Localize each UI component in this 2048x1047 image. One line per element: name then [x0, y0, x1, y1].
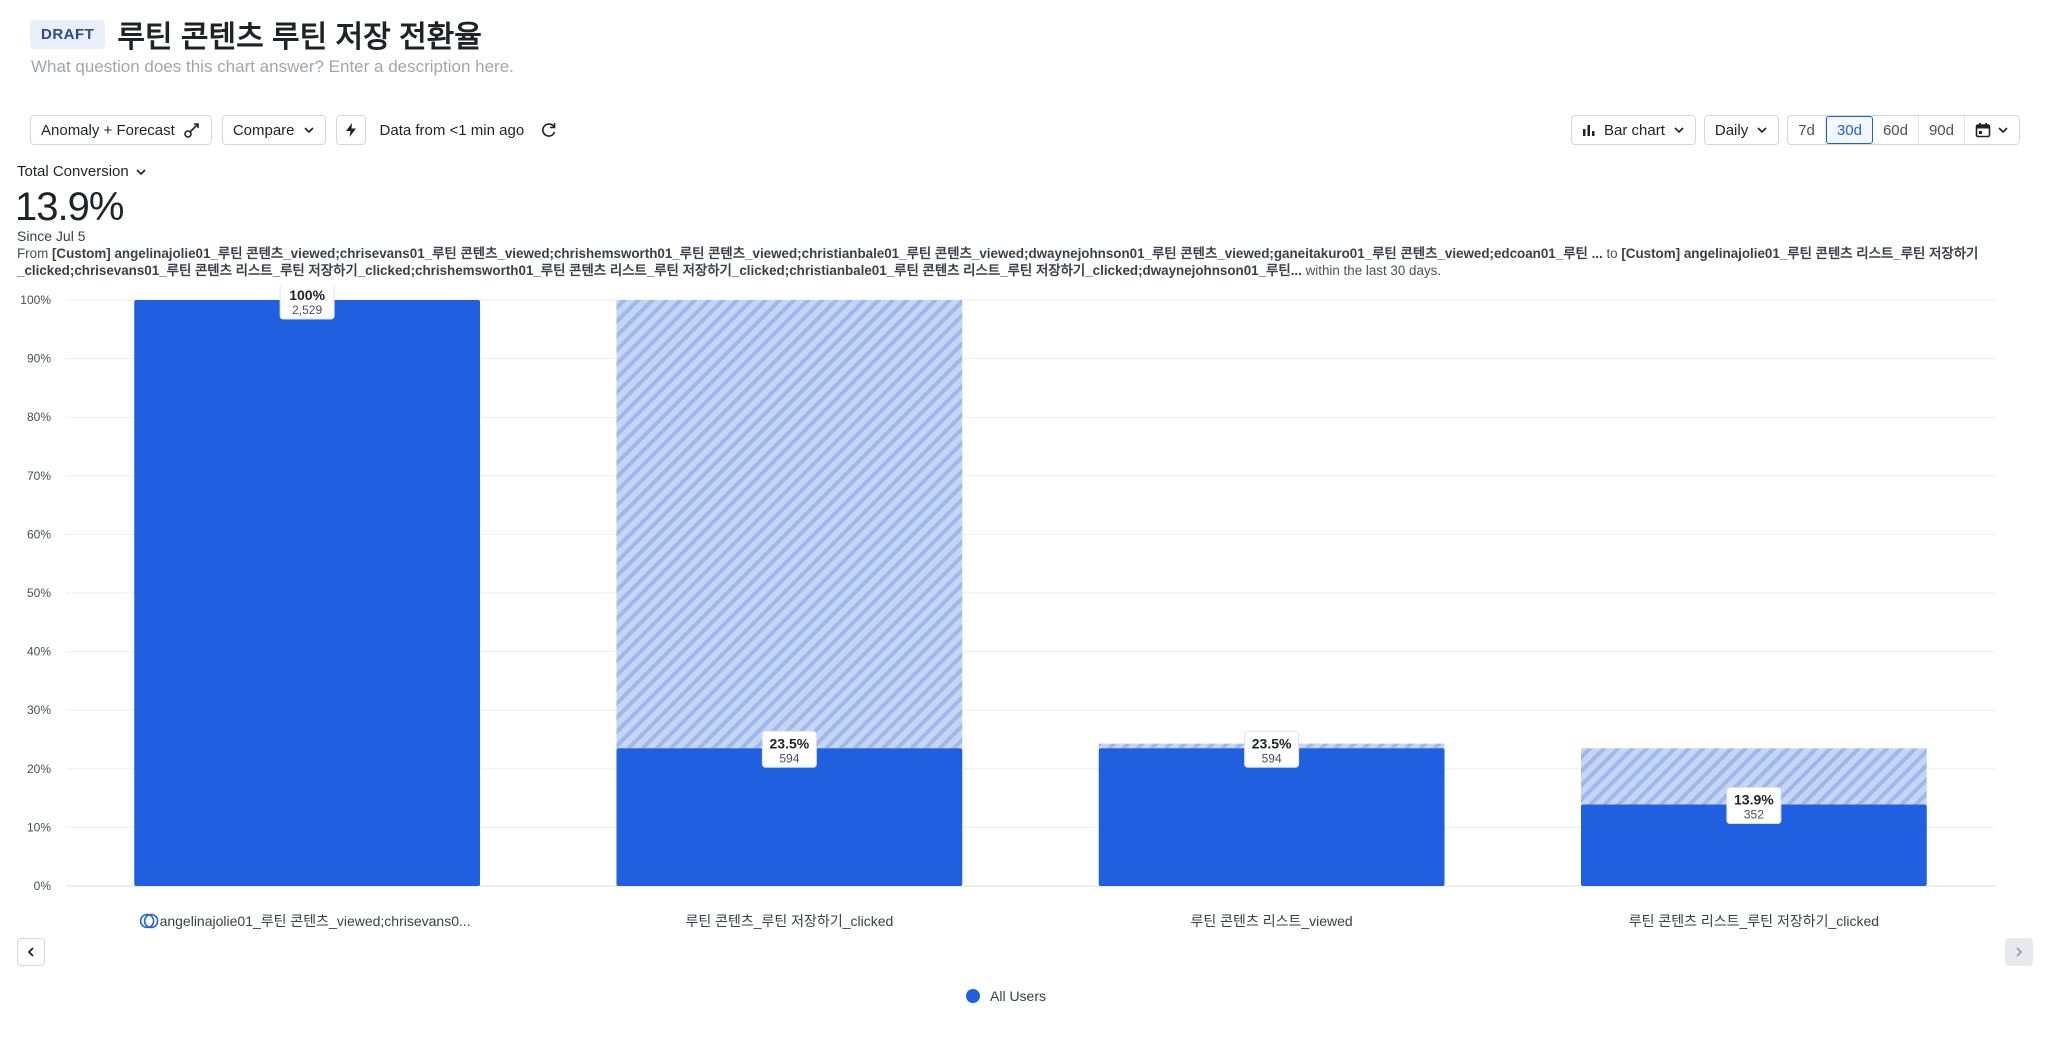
data-label-percent: 13.9%: [1734, 792, 1774, 808]
range-7d[interactable]: 7d: [1788, 116, 1826, 144]
metric-selector[interactable]: Total Conversion: [17, 163, 147, 180]
conversion-bar: [616, 748, 963, 886]
y-tick-label: 30%: [27, 703, 51, 717]
date-range-selector: 7d 30d 60d 90d: [1787, 115, 2020, 145]
anomaly-forecast-button[interactable]: Anomaly + Forecast: [30, 115, 212, 145]
conversion-bar: [1580, 804, 1927, 886]
range-60d[interactable]: 60d: [1873, 116, 1919, 144]
data-label-box: [1244, 730, 1300, 768]
custom-event-icon-ring: [139, 913, 155, 929]
y-tick-label: 50%: [27, 586, 51, 600]
legend-swatch: [966, 989, 980, 1003]
calendar-icon: [1975, 123, 1991, 138]
toolbar-right: Bar chart Daily 7d 30d 60d 90d: [1571, 115, 2020, 145]
data-label-box: [279, 285, 335, 320]
y-tick-label: 100%: [20, 293, 51, 307]
compare-label: Compare: [232, 121, 295, 139]
bar-data-label: 23.5%594: [1244, 730, 1300, 768]
interval-dropdown[interactable]: Daily: [1703, 115, 1780, 145]
chevron-down-icon: [136, 168, 146, 175]
metric-since: Since Jul 5: [17, 228, 86, 244]
range-to-prefix: to: [1602, 246, 1622, 261]
x-tick-label: 루틴 콘텐츠 리스트_루틴 저장하기_clicked: [1629, 913, 1879, 929]
y-tick-label: 60%: [27, 527, 51, 541]
chevron-down-icon: [303, 127, 314, 134]
toolbar-left: Anomaly + Forecast Compare Data from <1 …: [30, 115, 558, 145]
x-tick-label: 루틴 콘텐츠 리스트_viewed: [1191, 913, 1353, 929]
chart-legend[interactable]: All Users: [966, 988, 1046, 1004]
chevron-down-icon: [1998, 127, 2008, 134]
metric-value: 13.9%: [15, 185, 124, 229]
compare-dropdown[interactable]: Compare: [221, 115, 326, 145]
data-label-percent: 100%: [289, 287, 325, 303]
y-tick-label: 40%: [27, 645, 51, 659]
range-90d[interactable]: 90d: [1919, 116, 1965, 144]
dropoff-bar: [616, 300, 963, 749]
y-tick-label: 90%: [27, 352, 51, 366]
anomaly-forecast-label: Anomaly + Forecast: [41, 121, 175, 139]
data-label-box: [761, 730, 817, 768]
draft-badge: DRAFT: [30, 19, 106, 49]
x-tick-label: 루틴 콘텐츠_루틴 저장하기_clicked: [685, 913, 893, 929]
y-tick-label: 70%: [27, 469, 51, 483]
prev-page-button[interactable]: [17, 938, 45, 966]
data-label-count: 594: [1262, 751, 1282, 765]
range-from-event: [Custom] angelinajolie01_루틴 콘텐츠_viewed;c…: [51, 246, 1603, 261]
y-tick-label: 0%: [34, 879, 52, 893]
range-from-prefix: From: [17, 246, 52, 261]
description-input[interactable]: What question does this chart answer? En…: [31, 57, 514, 76]
data-label-count: 594: [779, 751, 799, 765]
data-label-count: 2,529: [292, 303, 322, 317]
bar-data-label: 100%2,529: [279, 285, 335, 320]
chart-type-label: Bar chart: [1604, 121, 1665, 139]
y-tick-label: 80%: [27, 410, 51, 424]
chevron-right-icon: [2016, 947, 2023, 957]
y-tick-label: 10%: [27, 820, 51, 834]
custom-event-icon-ring: [143, 913, 159, 929]
metric-range-description: From [Custom] angelinajolie01_루틴 콘텐츠_vie…: [17, 245, 2035, 279]
lightning-button[interactable]: [335, 115, 366, 145]
page-title[interactable]: 루틴 콘텐츠 루틴 저장 전환율: [117, 21, 482, 54]
custom-event-icon: [139, 913, 159, 929]
chevron-down-icon: [1757, 127, 1767, 134]
legend-label: All Users: [990, 988, 1047, 1004]
data-label-percent: 23.5%: [770, 735, 810, 751]
custom-date-button[interactable]: [1965, 116, 2019, 144]
next-page-button[interactable]: [2005, 938, 2033, 966]
range-30d[interactable]: 30d: [1825, 116, 1873, 144]
range-to-event: [Custom] angelinajolie01_루틴 콘텐츠 리스트_루틴 저…: [17, 246, 1979, 278]
y-tick-label: 20%: [27, 762, 51, 776]
interval-label: Daily: [1714, 121, 1749, 139]
bar-chart-icon: [1583, 125, 1595, 136]
chart-header: DRAFT 루틴 콘텐츠 루틴 저장 전환율: [30, 12, 482, 56]
range-suffix: within the last 30 days.: [1301, 263, 1442, 278]
conversion-bar: [134, 300, 481, 886]
x-tick-label: angelinajolie01_루틴 콘텐츠_viewed;chrisevans…: [160, 913, 471, 929]
chevron-down-icon: [1674, 127, 1684, 134]
conversion-bar: [1098, 748, 1445, 886]
data-label-box: [1726, 787, 1782, 825]
data-label-percent: 23.5%: [1252, 735, 1292, 751]
metric-selector-label: Total Conversion: [17, 163, 129, 180]
funnel-bar-chart: 0%10%20%30%40%50%60%70%80%90%100% 100%2,…: [20, 285, 1995, 929]
data-status: Data from <1 min ago: [379, 121, 525, 139]
forecast-icon: [184, 123, 199, 138]
chart-type-dropdown[interactable]: Bar chart: [1571, 115, 1696, 145]
lightning-icon: [345, 123, 356, 137]
data-label-count: 352: [1744, 808, 1764, 822]
refresh-icon[interactable]: [540, 121, 558, 139]
bar-data-label: 23.5%594: [761, 730, 817, 768]
chevron-left-icon: [27, 947, 34, 957]
bar-data-label: 13.9%352: [1726, 787, 1782, 825]
